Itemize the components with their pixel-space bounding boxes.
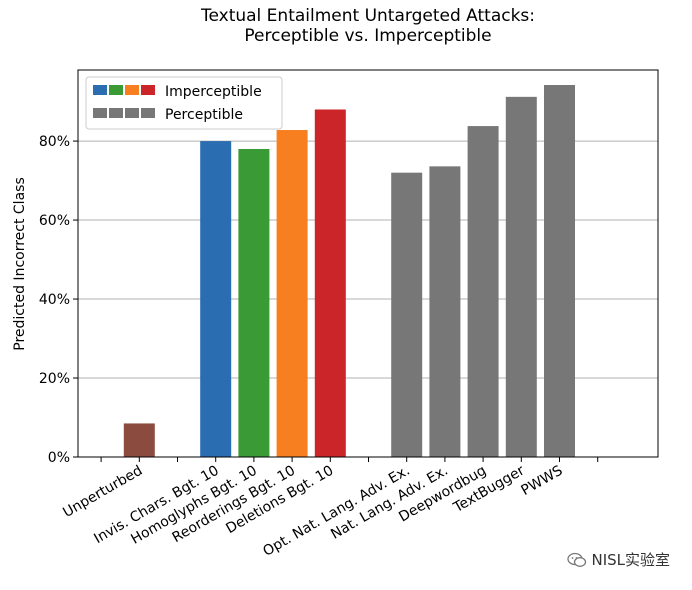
y-axis-label: Predicted Incorrect Class	[12, 177, 28, 350]
bar	[505, 96, 537, 457]
legend-label: Imperceptible	[165, 84, 262, 100]
wechat-icon	[567, 552, 587, 567]
y-tick-label: 60%	[39, 213, 70, 229]
bar	[314, 109, 346, 457]
bar	[200, 141, 232, 457]
watermark-text: NISL实验室	[591, 551, 670, 569]
legend-swatch	[93, 108, 107, 118]
legend-swatch	[93, 85, 107, 95]
bar	[544, 85, 575, 458]
legend-swatch	[125, 85, 139, 95]
legend-swatch	[125, 108, 139, 118]
legend-swatch	[141, 85, 155, 95]
y-tick-label: 80%	[39, 134, 70, 150]
bar	[467, 126, 499, 458]
y-axis: 0% 20% 40% 60% 80%	[39, 134, 78, 466]
legend-label: Perceptible	[165, 107, 243, 123]
y-tick-label: 0%	[48, 450, 70, 466]
bar	[276, 130, 308, 458]
legend-swatch	[109, 108, 123, 118]
legend: Imperceptible Perceptible	[85, 76, 283, 130]
bars-group	[123, 85, 575, 458]
bar	[429, 166, 461, 457]
legend-swatch	[109, 85, 123, 95]
chart-title-line-1: Textual Entailment Untargeted Attacks:	[200, 6, 535, 26]
watermark: NISL实验室	[567, 549, 670, 570]
y-tick-label: 40%	[39, 292, 70, 308]
x-tick-label: PWWS	[519, 463, 566, 499]
bar	[123, 423, 155, 457]
bar	[238, 148, 270, 457]
chart-title-line-2: Perceptible vs. Imperceptible	[244, 26, 491, 46]
legend-swatch	[141, 108, 155, 118]
bar	[391, 172, 423, 457]
y-tick-label: 20%	[39, 371, 70, 387]
